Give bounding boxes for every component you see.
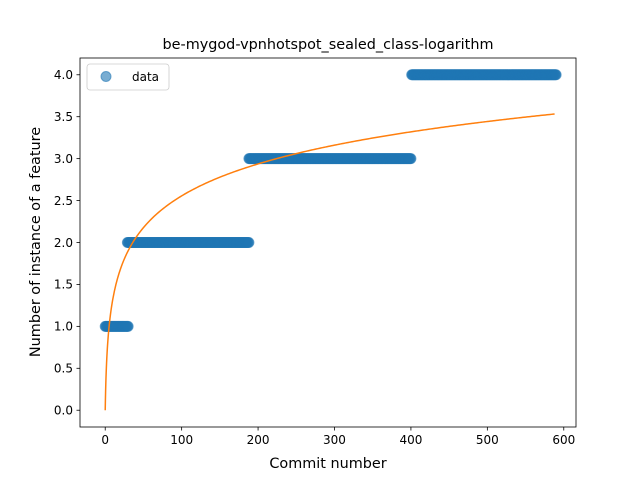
legend: data <box>86 63 170 91</box>
y-tick-label: 3.5 <box>54 110 73 124</box>
fit-line <box>104 113 555 411</box>
y-tick-label: 1.0 <box>54 320 73 334</box>
data-point <box>550 69 562 81</box>
y-axis: 0.0 0.5 1.0 1.5 2.0 2.5 3.0 3.5 4.0 <box>54 68 80 418</box>
data-point <box>243 237 255 248</box>
y-tick-label: 0.0 <box>54 404 73 418</box>
y-tick-label: 3.0 <box>54 152 73 166</box>
y-tick-label: 2.0 <box>54 236 73 250</box>
x-tick-label: 300 <box>323 433 346 447</box>
legend-box <box>86 63 170 91</box>
x-tick-label: 100 <box>170 433 193 447</box>
x-tick-label: 0 <box>101 433 109 447</box>
chart-title: be-mygod-vpnhotspot_sealed_class-logarit… <box>163 37 494 53</box>
x-tick-label: 400 <box>399 433 422 447</box>
data-point <box>405 153 417 165</box>
legend-label-data: data <box>132 70 159 84</box>
legend-marker-data <box>100 71 112 82</box>
y-tick-label: 0.5 <box>54 362 73 376</box>
y-tick-label: 4.0 <box>54 68 73 82</box>
x-axis: 0 100 200 300 400 500 600 <box>101 427 575 447</box>
y-tick-label: 2.5 <box>54 194 73 208</box>
x-tick-label: 200 <box>247 433 270 447</box>
x-tick-label: 500 <box>476 433 499 447</box>
y-axis-label: Number of instance of a feature <box>28 127 44 357</box>
x-axis-label: Commit number <box>269 456 386 472</box>
x-tick-label: 600 <box>552 433 575 447</box>
data-layer <box>99 69 562 411</box>
data-point <box>122 320 134 332</box>
y-tick-label: 1.5 <box>54 278 73 292</box>
